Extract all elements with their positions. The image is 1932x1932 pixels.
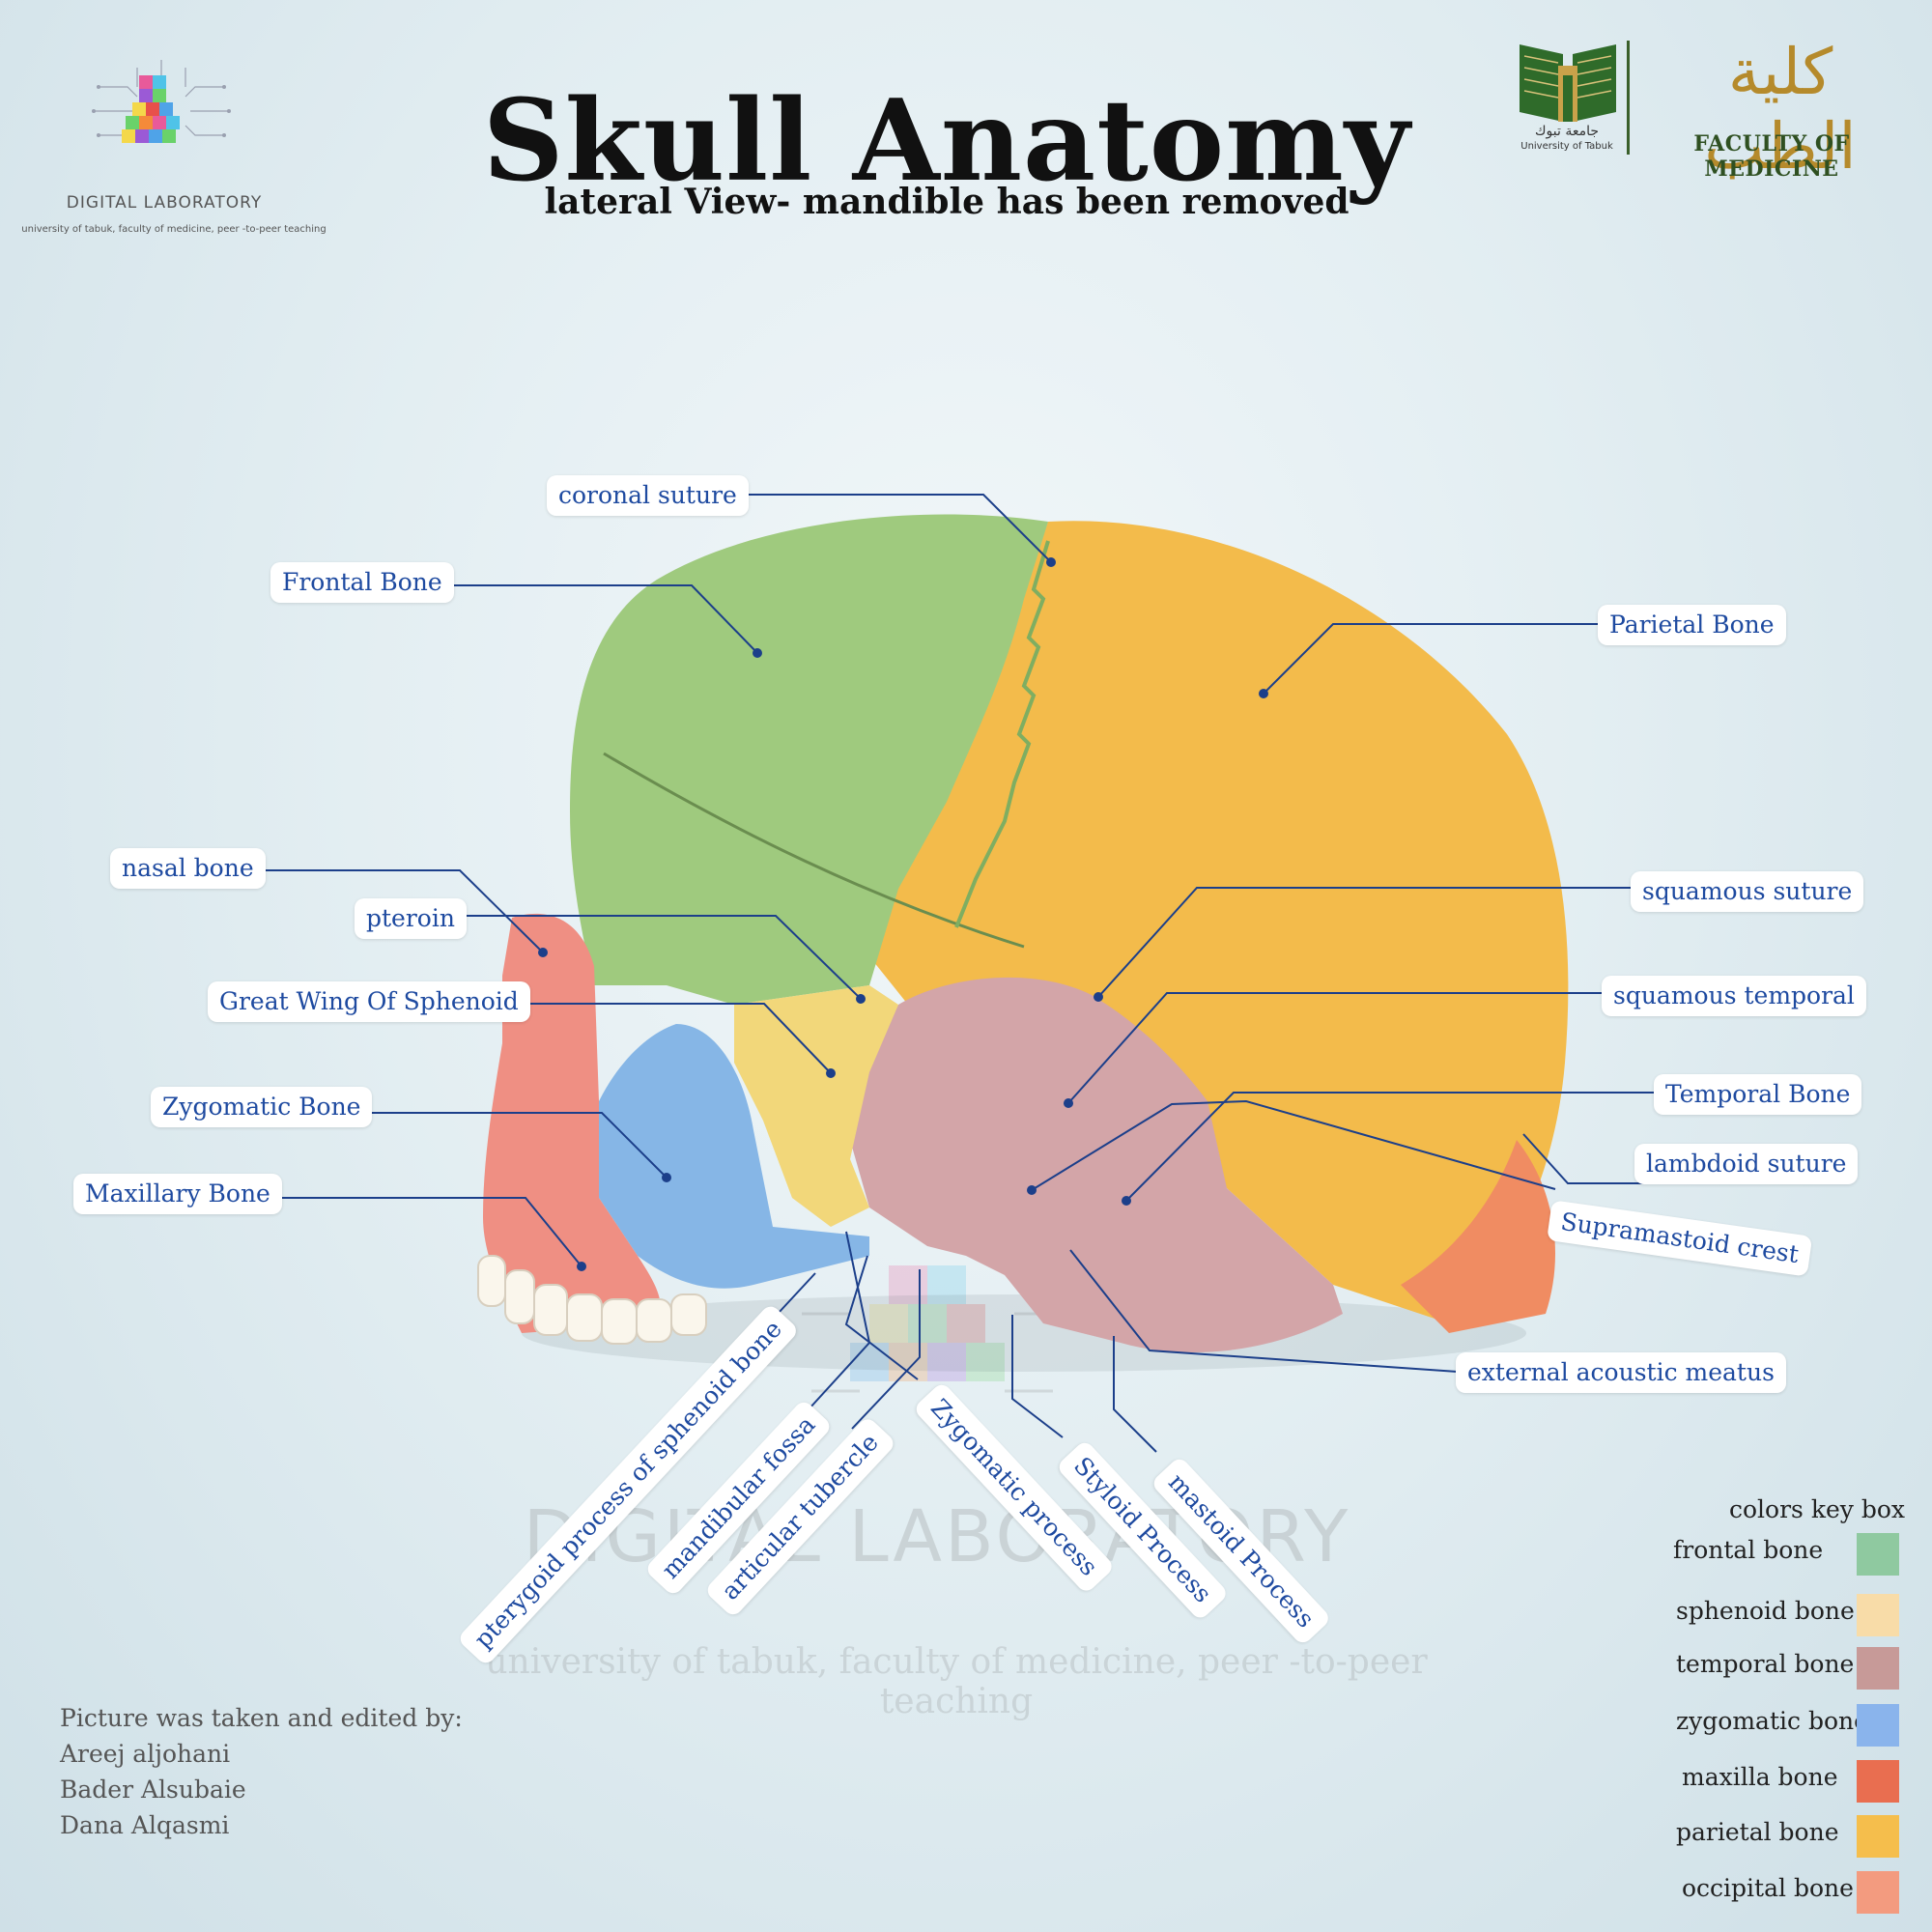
color-key-label: parietal bone [1676, 1818, 1839, 1846]
sphenoid-region [734, 985, 898, 1227]
university-arabic-name: جامعة تبوك [1534, 124, 1600, 139]
zygomatic-region [599, 1024, 869, 1289]
leader-lines [244, 494, 1657, 1453]
leader-parietal-bone [1263, 623, 1599, 695]
leader-temporal-bone [1125, 1092, 1657, 1202]
watermark-tagline: university of tabuk, faculty of medicine… [485, 1642, 1428, 1721]
digital-laboratory-logo [92, 60, 231, 143]
label-pterion: pteroin [355, 898, 467, 939]
label-external-acoustic-meatus: external acoustic meatus [1456, 1352, 1786, 1393]
color-key-swatch [1857, 1647, 1899, 1690]
color-key-swatch [1857, 1871, 1899, 1914]
color-key-label: frontal bone [1673, 1536, 1824, 1564]
faculty-divider [1627, 41, 1630, 155]
coronal-suture-line [954, 540, 1050, 928]
university-english-name: University of Tabuk [1520, 141, 1613, 152]
occipital-region [1401, 1140, 1555, 1333]
frontal-ridge-line [603, 752, 1025, 949]
leader-styloid-process [1011, 1315, 1064, 1438]
leader-coronal-suture [724, 494, 1052, 563]
label-frontal-bone: Frontal Bone [270, 562, 454, 603]
color-key-swatch [1857, 1704, 1899, 1747]
color-key-label: sphenoid bone [1676, 1597, 1855, 1625]
color-key-label: temporal bone [1676, 1650, 1855, 1678]
leader-squamous-suture [1097, 887, 1633, 998]
credits-block: Picture was taken and edited by: Areej a… [60, 1700, 463, 1843]
leader-great-wing [499, 1003, 832, 1074]
faculty-arabic-name: كلية الطب [1704, 35, 1857, 184]
faculty-english-name: FACULTY OF MEDICINE [1693, 131, 1850, 182]
leader-pterion [458, 915, 862, 1000]
color-key-swatch [1857, 1760, 1899, 1803]
label-lambdoid-suture: lambdoid suture [1634, 1144, 1859, 1184]
temporal-region [850, 977, 1343, 1352]
watermark-flask-icon [802, 1265, 1063, 1393]
leader-nasal-bone [244, 869, 544, 953]
label-great-wing: Great Wing Of Sphenoid [208, 981, 530, 1022]
label-parietal-bone: Parietal Bone [1598, 605, 1786, 645]
color-key-swatch [1857, 1533, 1899, 1576]
credits-name: Bader Alsubaie [60, 1776, 246, 1804]
label-temporal-bone: Temporal Bone [1654, 1074, 1862, 1115]
brand-name: DIGITAL LABORATORY [66, 193, 263, 213]
leader-mastoid-process [1113, 1336, 1157, 1453]
university-of-tabuk-logo [1520, 44, 1616, 122]
credits-name: Areej aljohani [60, 1740, 231, 1768]
label-nasal-bone: nasal bone [110, 848, 266, 889]
leader-supramastoid-crest [1031, 1099, 1556, 1191]
leader-zygomatic-process [844, 1255, 919, 1380]
credits-heading: Picture was taken and edited by: [60, 1704, 463, 1732]
color-key-title: colors key box [1729, 1495, 1905, 1523]
leader-frontal-bone [431, 584, 758, 654]
leader-dots [538, 557, 1268, 1271]
label-coronal-suture: coronal suture [547, 475, 749, 516]
brand-tagline: university of tabuk, faculty of medicine… [21, 224, 327, 235]
label-squamous-suture: squamous suture [1631, 871, 1864, 912]
teeth-row [477, 1255, 707, 1345]
leader-maxillary-bone [263, 1197, 582, 1267]
color-key-swatch [1857, 1594, 1899, 1636]
frontal-region [570, 514, 1048, 1005]
page-subtitle: lateral View- mandible has been removed [544, 182, 1350, 222]
label-squamous-temporal: squamous temporal [1602, 976, 1866, 1016]
color-key-label: maxilla bone [1682, 1763, 1838, 1791]
leader-zygomatic-bone [348, 1112, 668, 1179]
parietal-region [869, 521, 1569, 1323]
page-title: Skull Anatomy [482, 75, 1411, 207]
color-key-label: occipital bone [1682, 1874, 1854, 1902]
color-key-swatch [1857, 1815, 1899, 1858]
label-maxillary-bone: Maxillary Bone [73, 1174, 282, 1214]
leader-squamous-temporal [1067, 992, 1609, 1104]
credits-name: Dana Alqasmi [60, 1811, 230, 1839]
leader-external-acoustic-meatus [1069, 1249, 1459, 1373]
label-zygomatic-bone: Zygomatic Bone [151, 1087, 373, 1127]
leader-articular-tubercle [851, 1269, 921, 1430]
leader-lambdoid-suture [1522, 1133, 1645, 1184]
color-key-label: zygomatic bone [1676, 1707, 1868, 1735]
